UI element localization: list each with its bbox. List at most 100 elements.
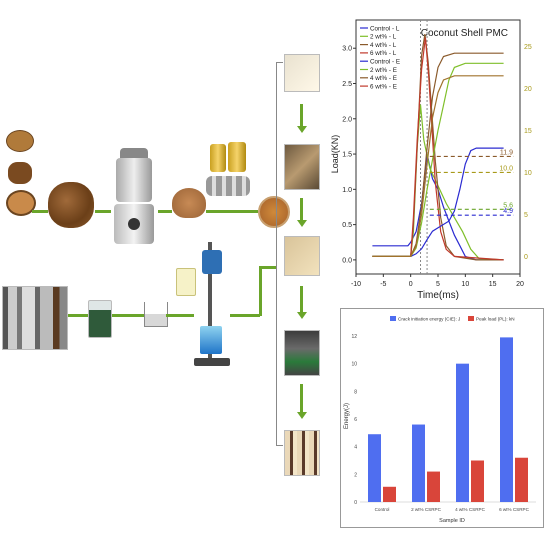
bar-y-tick-label: 6	[354, 417, 357, 423]
bar-y-axis-label: Energy(J)	[344, 403, 350, 429]
flow-connector	[112, 314, 144, 317]
bar-legend-entry: Crack initiation energy (CIE): J	[398, 317, 460, 322]
annotation-label: 4.9	[503, 208, 513, 215]
legend: Control - L 2 wt% - L4 wt% - L6 wt% - L Co…	[360, 25, 400, 90]
bar	[500, 337, 513, 502]
coconut-shell-image	[4, 128, 36, 228]
flow-connector	[230, 314, 260, 317]
bar-legend-swatch	[390, 316, 396, 321]
bar-category-label: 2 wt% CSRPC	[411, 507, 442, 512]
bar-y-tick-label: 10	[351, 362, 357, 368]
bar-y-tick-label: 2	[354, 472, 357, 478]
2wt-energy-line	[372, 62, 504, 257]
legend-entry: 2 wt% - L	[370, 34, 397, 41]
flow-connector	[158, 210, 172, 213]
annotation-label: 11.9	[500, 149, 513, 156]
y2-tick-label: 10	[524, 170, 532, 177]
tick-labels: -10 -5 0 5 10 15 20 0.0 0.5 1.0 1.5 2.0 2.5 3.0 0 5 10 15…	[342, 44, 532, 288]
flow-connector	[166, 314, 194, 317]
bar-category-label: Control	[375, 507, 390, 512]
flow-connector	[300, 198, 303, 220]
chart-title: Coconut Shell PMC	[421, 28, 508, 39]
flow-connector	[259, 266, 277, 269]
bar-category-label: 4 wt% CSRPC	[455, 507, 486, 512]
6wt-energy-line	[372, 75, 504, 257]
y-tick-label: 2.0	[342, 116, 352, 123]
flow-connector	[300, 286, 303, 312]
bar	[383, 486, 396, 502]
composite-casting-image	[284, 144, 320, 190]
down-arrow-icon	[297, 312, 307, 319]
bar-y-tick-label: 8	[354, 389, 357, 395]
legend-entry: 6 wt% - L	[370, 50, 397, 57]
y-tick-label: 2.5	[342, 81, 352, 88]
crushed-shells-image	[48, 182, 94, 228]
annotation-label: 5.6	[503, 202, 513, 209]
energy-bar-chart: Crack initiation energy (CIE): J Peak loa…	[340, 308, 544, 528]
y-axis-label: Load(KN)	[330, 135, 340, 174]
x-axis-label: Time(ms)	[417, 290, 459, 301]
down-arrow-icon	[297, 126, 307, 133]
load-curves	[372, 20, 504, 274]
mixing-beaker-image	[144, 302, 168, 327]
y2-tick-label: 20	[524, 86, 532, 93]
flow-connector	[259, 266, 262, 316]
mould-sheet-image	[284, 54, 320, 92]
legend-entry: Control - L	[370, 25, 400, 32]
x-tick-label: -5	[380, 281, 386, 288]
bar-y-tick-label: 0	[354, 500, 357, 506]
annotation-label: 10.0	[499, 165, 513, 172]
bar	[368, 434, 381, 502]
bar-category-label: 6 wt% CSRPC	[499, 507, 530, 512]
bar-y-tick-label: 4	[354, 445, 357, 451]
flow-connector	[32, 210, 48, 213]
bar-x-axis-label: Sample ID	[439, 518, 465, 524]
fine-powder-bowl-image	[258, 196, 290, 228]
test-machine-image	[284, 330, 320, 376]
y2-tick-label: 25	[524, 44, 532, 51]
coarse-powder-image	[172, 188, 206, 218]
down-arrow-icon	[297, 412, 307, 419]
y-tick-label: 1.5	[342, 152, 352, 159]
bar-legend: Crack initiation energy (CIE): J Peak loa…	[390, 316, 515, 322]
y-tick-label: 3.0	[342, 46, 352, 53]
bar-y-tick-label: 12	[351, 334, 357, 340]
down-arrow-icon	[297, 220, 307, 227]
y2-tick-label: 0	[524, 254, 528, 261]
flow-connector	[300, 384, 303, 412]
flow-connector	[300, 104, 303, 126]
bars: Control 2 wt% CSRPC 4 wt% CSRPC 6 wt% CSRPC	[368, 337, 530, 512]
cured-plate-image	[284, 236, 320, 276]
legend-entry: 6 wt% - E	[370, 83, 397, 90]
bracket-line	[276, 62, 283, 446]
bar	[456, 363, 469, 502]
load-time-chart: Coconut Shell PMC Time(ms) Load(KN) -10 -…	[330, 19, 532, 301]
plot-frame	[355, 19, 521, 275]
resin-beaker-image	[88, 300, 112, 338]
grinder-machine-image	[110, 148, 158, 246]
legend-entry: 2 wt% - E	[370, 67, 397, 74]
bar	[471, 460, 484, 502]
y-tick-label: 0.5	[342, 222, 352, 229]
control-energy-line	[372, 147, 504, 257]
bar	[427, 471, 440, 502]
resin-bottles-image	[2, 286, 68, 350]
flow-connector	[68, 314, 88, 317]
x-tick-label: 0	[409, 281, 413, 288]
flow-connector	[95, 210, 111, 213]
y2-tick-label: 5	[524, 212, 528, 219]
x-tick-label: -10	[351, 281, 361, 288]
y-tick-label: 1.0	[342, 187, 352, 194]
y2-tick-label: 15	[524, 128, 532, 135]
flow-connector	[206, 210, 258, 213]
bar-legend-entry: Peak load (PL): kN	[476, 317, 515, 322]
y-tick-label: 0.0	[342, 257, 352, 264]
bar-legend-swatch	[468, 316, 474, 321]
stirrer-image	[194, 242, 230, 366]
bar	[515, 457, 528, 502]
legend-entry: 4 wt% - L	[370, 42, 397, 49]
annotation-lines: 11.9 10.0 5.64.9	[429, 149, 514, 216]
legend-entry: Control - E	[370, 59, 400, 66]
sieve-set-image	[206, 140, 250, 200]
x-tick-label: 10	[461, 281, 469, 288]
